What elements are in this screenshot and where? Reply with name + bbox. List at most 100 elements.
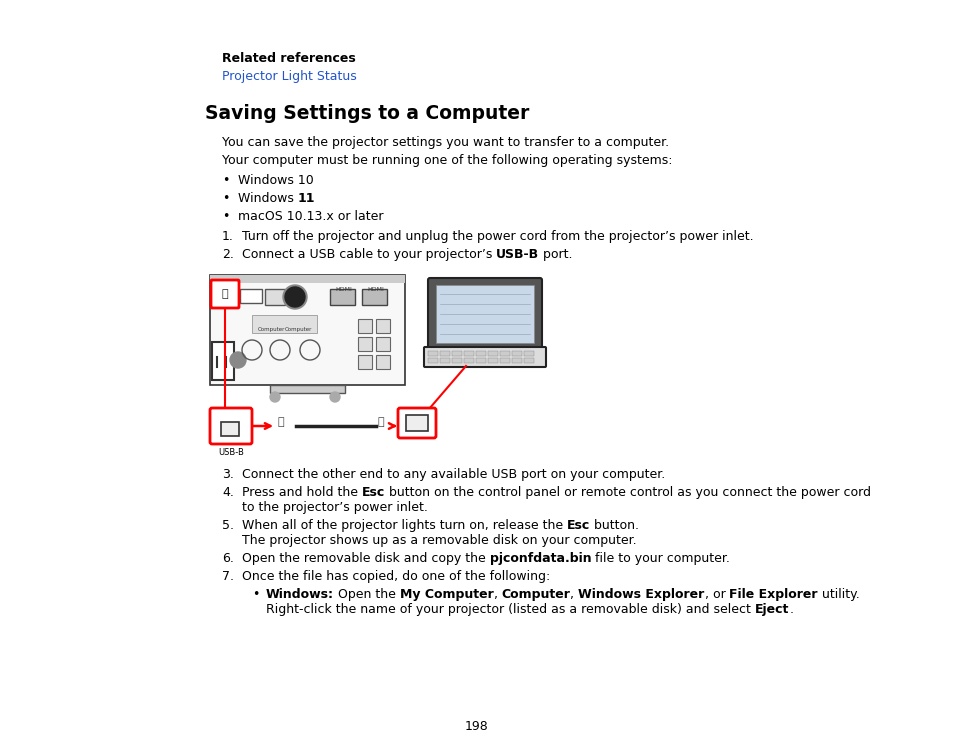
Text: port.: port. <box>539 248 573 261</box>
Text: Turn off the projector and unplug the power cord from the projector’s power inle: Turn off the projector and unplug the po… <box>242 230 753 243</box>
Bar <box>240 289 262 303</box>
Circle shape <box>330 392 339 402</box>
Text: 2.: 2. <box>222 248 233 261</box>
Text: Eject: Eject <box>754 603 788 616</box>
Text: HDMI: HDMI <box>335 287 352 292</box>
Text: 4.: 4. <box>222 486 233 499</box>
Text: Projector Light Status: Projector Light Status <box>222 70 356 83</box>
Text: ⬛: ⬛ <box>377 417 384 427</box>
Text: 5.: 5. <box>222 519 233 532</box>
Bar <box>523 351 534 356</box>
Bar <box>512 358 521 363</box>
Text: 1.: 1. <box>222 230 233 243</box>
Bar <box>406 415 428 431</box>
Text: .: . <box>788 603 792 616</box>
Bar <box>357 355 372 369</box>
Bar <box>523 358 534 363</box>
Bar <box>452 351 461 356</box>
Text: HDMI: HDMI <box>367 287 383 292</box>
Text: Windows: Windows <box>237 192 297 205</box>
Text: File Explorer: File Explorer <box>729 588 817 601</box>
Bar <box>375 337 390 351</box>
Bar <box>330 289 355 305</box>
Bar <box>499 351 510 356</box>
Text: button.: button. <box>590 519 639 532</box>
Bar <box>463 358 474 363</box>
Text: Open the: Open the <box>334 588 399 601</box>
Text: Computer: Computer <box>257 327 285 332</box>
Text: Connect a USB cable to your projector’s: Connect a USB cable to your projector’s <box>242 248 496 261</box>
FancyBboxPatch shape <box>210 408 252 444</box>
Text: Saving Settings to a Computer: Saving Settings to a Computer <box>205 104 529 123</box>
Circle shape <box>283 285 307 309</box>
Text: Windows Explorer: Windows Explorer <box>578 588 704 601</box>
Bar <box>439 358 450 363</box>
Bar <box>428 358 437 363</box>
Text: Windows 10: Windows 10 <box>237 174 314 187</box>
Bar <box>476 358 485 363</box>
Bar <box>463 351 474 356</box>
Circle shape <box>230 352 246 368</box>
Text: 7.: 7. <box>222 570 233 583</box>
Bar <box>357 337 372 351</box>
Text: macOS 10.13.x or later: macOS 10.13.x or later <box>237 210 383 223</box>
Text: Once the file has copied, do one of the following:: Once the file has copied, do one of the … <box>242 570 550 583</box>
Text: pjconfdata.bin: pjconfdata.bin <box>489 552 591 565</box>
Text: Esc: Esc <box>361 486 385 499</box>
Bar <box>439 351 450 356</box>
Bar <box>375 355 390 369</box>
Text: to the projector’s power inlet.: to the projector’s power inlet. <box>242 501 428 514</box>
Text: Computer: Computer <box>285 327 312 332</box>
Text: 6.: 6. <box>222 552 233 565</box>
Text: ,: , <box>493 588 501 601</box>
Text: ⬛: ⬛ <box>221 289 228 299</box>
Text: Computer: Computer <box>501 588 570 601</box>
FancyBboxPatch shape <box>423 347 545 367</box>
Bar <box>265 289 285 305</box>
Bar <box>499 358 510 363</box>
Text: ,: , <box>570 588 578 601</box>
Text: , or: , or <box>704 588 729 601</box>
Text: ⬛: ⬛ <box>277 417 284 427</box>
Bar <box>357 319 372 333</box>
Bar <box>221 422 239 436</box>
Bar <box>512 351 521 356</box>
Text: Related references: Related references <box>222 52 355 65</box>
Text: The projector shows up as a removable disk on your computer.: The projector shows up as a removable di… <box>242 534 636 547</box>
FancyBboxPatch shape <box>211 280 239 308</box>
Bar <box>210 275 405 283</box>
Text: 198: 198 <box>465 720 488 733</box>
Text: Right-click the name of your projector (listed as a removable disk) and select: Right-click the name of your projector (… <box>266 603 754 616</box>
Text: utility.: utility. <box>817 588 859 601</box>
Text: When all of the projector lights turn on, release the: When all of the projector lights turn on… <box>242 519 566 532</box>
Bar <box>375 319 390 333</box>
Text: You can save the projector settings you want to transfer to a computer.: You can save the projector settings you … <box>222 136 668 149</box>
Text: file to your computer.: file to your computer. <box>591 552 729 565</box>
Bar <box>488 351 497 356</box>
Text: Open the removable disk and copy the: Open the removable disk and copy the <box>242 552 489 565</box>
Text: •: • <box>222 210 229 223</box>
Text: Windows:: Windows: <box>266 588 334 601</box>
Circle shape <box>285 287 305 307</box>
Text: My Computer: My Computer <box>399 588 493 601</box>
Text: USB-B: USB-B <box>496 248 539 261</box>
Text: Your computer must be running one of the following operating systems:: Your computer must be running one of the… <box>222 154 672 167</box>
Bar <box>270 385 345 393</box>
Text: Connect the other end to any available USB port on your computer.: Connect the other end to any available U… <box>242 468 664 481</box>
Bar <box>488 358 497 363</box>
Text: 3.: 3. <box>222 468 233 481</box>
Bar <box>361 289 387 305</box>
Bar <box>476 351 485 356</box>
Text: 11: 11 <box>297 192 315 205</box>
Text: •: • <box>252 588 259 601</box>
Bar <box>252 315 316 333</box>
Bar <box>212 342 233 380</box>
Text: •: • <box>222 192 229 205</box>
Text: Press and hold the: Press and hold the <box>242 486 361 499</box>
Text: USB-B: USB-B <box>218 448 244 457</box>
FancyBboxPatch shape <box>397 408 436 438</box>
Circle shape <box>270 392 280 402</box>
FancyBboxPatch shape <box>428 278 541 350</box>
Bar <box>436 285 534 343</box>
Text: button on the control panel or remote control as you connect the power cord: button on the control panel or remote co… <box>385 486 870 499</box>
